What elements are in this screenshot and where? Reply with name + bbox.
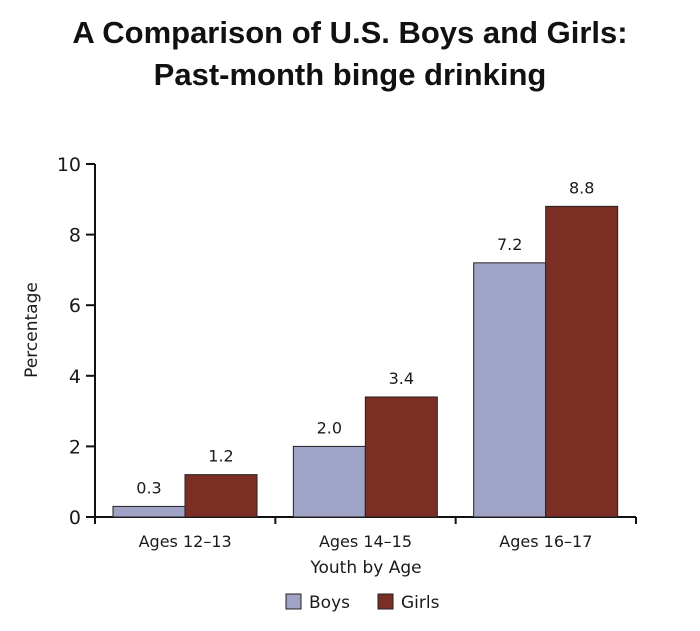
- x-category-label: Ages 14–15: [319, 532, 412, 551]
- legend-swatch-boys: [285, 593, 302, 610]
- y-tick-label: 0: [69, 507, 81, 529]
- x-axis: Ages 12–13 Ages 14–15 Ages 16–17: [94, 516, 637, 551]
- y-axis-label: Percentage: [22, 282, 42, 378]
- legend-swatch-girls: [377, 593, 394, 610]
- y-tick-label: 10: [57, 154, 81, 176]
- data-label-girls: 8.8: [569, 178, 594, 197]
- bar-girls: [184, 474, 258, 518]
- chart-title-line-1: A Comparison of U.S. Boys and Girls:: [72, 15, 628, 50]
- data-label-boys: 0.3: [136, 478, 161, 497]
- y-tick-label: 4: [69, 366, 81, 388]
- data-label-girls: 3.4: [389, 369, 414, 388]
- bar-girls: [364, 396, 438, 518]
- data-label-girls: 1.2: [208, 447, 233, 466]
- x-axis-label: Youth by Age: [309, 558, 421, 578]
- y-tick-label: 8: [69, 225, 81, 247]
- bar-girls: [545, 205, 619, 518]
- x-category-label: Ages 12–13: [139, 532, 232, 551]
- chart-title: A Comparison of U.S. Boys and Girls: Pas…: [0, 12, 700, 96]
- data-label-boys: 2.0: [317, 418, 342, 437]
- data-labels: 0.3 1.2 2.0 3.4 7.2 8.8: [136, 178, 594, 497]
- x-category-label: Ages 16–17: [499, 532, 592, 551]
- data-label-boys: 7.2: [497, 235, 522, 254]
- legend-label-girls: Girls: [401, 593, 440, 613]
- chart-title-line-2: Past-month binge drinking: [153, 57, 547, 92]
- y-tick-label: 6: [69, 295, 81, 317]
- bar-boys: [292, 445, 366, 518]
- bar-boys: [112, 505, 186, 518]
- legend-label-boys: Boys: [309, 593, 350, 613]
- y-tick-label: 2: [69, 436, 81, 458]
- bar-boys: [473, 262, 547, 518]
- y-axis: 0 2 4 6 8 10: [57, 154, 96, 529]
- legend: Boys Girls: [285, 593, 440, 613]
- bars: [112, 205, 619, 518]
